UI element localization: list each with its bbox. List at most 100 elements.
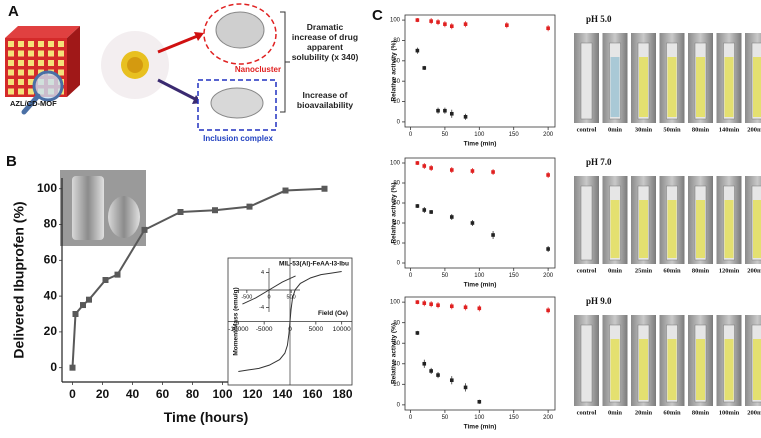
x-tick-label: 100 — [474, 415, 485, 421]
cuvette-liquid — [667, 339, 677, 400]
x-tick-label: 200 — [543, 415, 554, 421]
vial-cap — [108, 196, 140, 238]
photo-label: 120min — [719, 267, 740, 274]
point — [282, 187, 289, 194]
mof-pore — [8, 50, 14, 57]
x-tick-label: 120 — [242, 387, 262, 401]
point — [429, 369, 433, 373]
y-tick-label: 20 — [393, 241, 400, 247]
point — [443, 108, 447, 113]
point — [477, 399, 482, 404]
mof-pore — [18, 79, 24, 85]
point — [246, 203, 253, 210]
point — [321, 185, 328, 192]
point — [114, 271, 121, 278]
x-tick-label: 150 — [509, 132, 520, 138]
point — [505, 23, 509, 27]
cuvette-liquid — [639, 200, 648, 258]
cuvette — [580, 185, 593, 261]
mof-pore — [8, 69, 14, 76]
nanocluster-blob — [215, 11, 265, 49]
y-tick-label: 80 — [44, 217, 58, 231]
bracket — [280, 11, 290, 113]
x-tick-label: 100 — [474, 132, 485, 138]
vial — [72, 176, 104, 240]
point — [422, 301, 427, 305]
x-tick-label: 0 — [69, 387, 76, 401]
x-tick-label: 50 — [442, 415, 449, 421]
y-axis-label: Relative activity (%) — [391, 40, 398, 101]
inclusion-label: Inclusion complex — [203, 134, 273, 143]
cuvette-liquid — [610, 57, 620, 117]
point — [546, 247, 550, 251]
plot-frame — [404, 157, 556, 269]
y-tick-label: 40 — [393, 221, 400, 227]
point — [491, 233, 495, 237]
mof-pore — [18, 50, 24, 57]
point — [429, 19, 433, 23]
arrow-head — [194, 32, 204, 41]
magnifier — [21, 70, 64, 115]
x-tick-label: 10000 — [333, 326, 351, 333]
photo-label: control — [577, 409, 597, 416]
y-tick-label: 100 — [390, 300, 401, 306]
point — [80, 302, 86, 309]
x-tick-label: 20 — [96, 387, 110, 401]
y-tick-label: 60 — [393, 201, 400, 207]
y-tick-label: 100 — [390, 161, 401, 167]
photo-label: control — [577, 267, 597, 274]
x-tick-label: 0 — [409, 273, 413, 279]
photo-label: 200min — [747, 126, 761, 133]
x-tick-label: 160 — [302, 387, 322, 401]
y-tick-label: 80 — [393, 181, 400, 187]
y-tick-label: 20 — [393, 382, 400, 388]
point — [436, 108, 440, 113]
x-axis-label: Time (min) — [464, 424, 497, 431]
x-tick-label: 0 — [409, 132, 413, 138]
mof-pore — [18, 69, 24, 76]
mof-pore — [8, 41, 14, 47]
x-tick-label: 100 — [212, 387, 232, 401]
mof-pore — [48, 60, 54, 66]
point — [422, 66, 427, 70]
photo-label: 200min — [747, 267, 761, 274]
point — [463, 305, 468, 310]
y-tick-label: 80 — [393, 320, 400, 326]
y-axis-label: Relative activity (%) — [391, 323, 398, 384]
plot-frame — [404, 14, 556, 128]
series-line — [238, 270, 342, 373]
y-tick-label: 20 — [44, 324, 58, 338]
x-tick-label: -10000 — [228, 326, 249, 333]
photo-label: 140min — [719, 126, 740, 133]
cuvette-liquid — [753, 339, 761, 400]
mof-pore — [38, 50, 44, 57]
point — [470, 221, 475, 225]
x-tick-label: 150 — [509, 273, 520, 279]
point — [546, 308, 550, 313]
molecule — [101, 31, 169, 99]
chart-title: pH 5.0 — [586, 14, 612, 24]
inclusion-blob — [210, 87, 264, 119]
point — [463, 115, 468, 119]
x-tick-label: 50 — [442, 273, 449, 279]
x-tick-label: 180 — [332, 387, 352, 401]
photo-label: 30min — [635, 126, 653, 133]
x-axis-label: Time (min) — [464, 282, 497, 289]
mof-pore — [8, 79, 14, 85]
point — [436, 373, 440, 377]
mof-pore — [18, 41, 24, 47]
point — [422, 164, 427, 168]
cuvette-liquid — [724, 339, 734, 400]
point — [449, 168, 454, 172]
cuvette-liquid — [724, 57, 734, 117]
chart-title: MIL-53(Al)-FeAA-I3-Ibu — [279, 261, 349, 268]
point — [415, 18, 420, 22]
solubility-note: Dramatic increase of drug apparent solub… — [291, 22, 359, 62]
y-tick-label: 0 — [50, 360, 57, 374]
panel-label: A — [8, 3, 19, 20]
photo-label: 0min — [608, 409, 622, 416]
cuvette-liquid — [639, 57, 648, 117]
photo-label: 20min — [635, 409, 653, 416]
